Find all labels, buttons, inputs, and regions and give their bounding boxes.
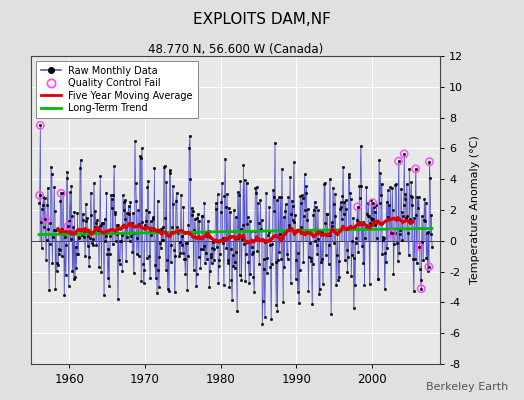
Long-Term Trend [158, 230, 165, 235]
Long-Term Trend [193, 230, 200, 234]
Quality Control Fail [387, 230, 396, 237]
Long-Term Trend [407, 226, 413, 231]
Five Year Moving Average [91, 229, 97, 234]
Line: Long-Term Trend: Long-Term Trend [39, 228, 432, 234]
Quality Control Fail [424, 264, 433, 270]
Text: Berkeley Earth: Berkeley Earth [426, 382, 508, 392]
Quality Control Fail [411, 166, 420, 172]
Quality Control Fail [368, 200, 377, 206]
Five Year Moving Average [410, 219, 416, 224]
Five Year Moving Average [243, 241, 249, 246]
Five Year Moving Average [335, 230, 342, 235]
Long-Term Trend [429, 226, 435, 231]
Quality Control Fail [64, 223, 72, 229]
Five Year Moving Average [244, 240, 250, 245]
Five Year Moving Average [55, 226, 61, 231]
Quality Control Fail [36, 192, 44, 198]
Quality Control Fail [57, 190, 66, 196]
Legend: Raw Monthly Data, Quality Control Fail, Five Year Moving Average, Long-Term Tren: Raw Monthly Data, Quality Control Fail, … [36, 61, 198, 118]
Quality Control Fail [395, 158, 403, 164]
Raw Monthly Data [36, 200, 42, 205]
Raw Monthly Data [159, 238, 165, 243]
Raw Monthly Data [37, 123, 43, 128]
Quality Control Fail [400, 151, 408, 157]
Five Year Moving Average [182, 230, 189, 235]
Long-Term Trend [36, 232, 42, 237]
Text: EXPLOITS DAM,NF: EXPLOITS DAM,NF [193, 12, 331, 27]
Long-Term Trend [57, 232, 63, 237]
Five Year Moving Average [395, 215, 401, 220]
Quality Control Fail [36, 122, 45, 128]
Raw Monthly Data [408, 180, 414, 184]
Raw Monthly Data [57, 199, 63, 204]
Raw Monthly Data [194, 216, 201, 221]
Raw Monthly Data [429, 245, 435, 250]
Y-axis label: Temperature Anomaly (°C): Temperature Anomaly (°C) [470, 136, 481, 284]
Quality Control Fail [425, 158, 434, 165]
Long-Term Trend [174, 230, 180, 235]
Line: Raw Monthly Data: Raw Monthly Data [38, 124, 433, 326]
Long-Term Trend [226, 229, 232, 234]
Raw Monthly Data [174, 229, 181, 234]
Raw Monthly Data [259, 322, 266, 327]
Five Year Moving Average [270, 234, 277, 238]
Quality Control Fail [353, 204, 362, 210]
Raw Monthly Data [226, 284, 233, 289]
Quality Control Fail [415, 244, 423, 250]
Quality Control Fail [41, 216, 49, 222]
Quality Control Fail [417, 286, 425, 292]
Five Year Moving Average [255, 237, 261, 242]
Line: Five Year Moving Average: Five Year Moving Average [58, 218, 413, 243]
Title: 48.770 N, 56.600 W (Canada): 48.770 N, 56.600 W (Canada) [148, 43, 323, 56]
